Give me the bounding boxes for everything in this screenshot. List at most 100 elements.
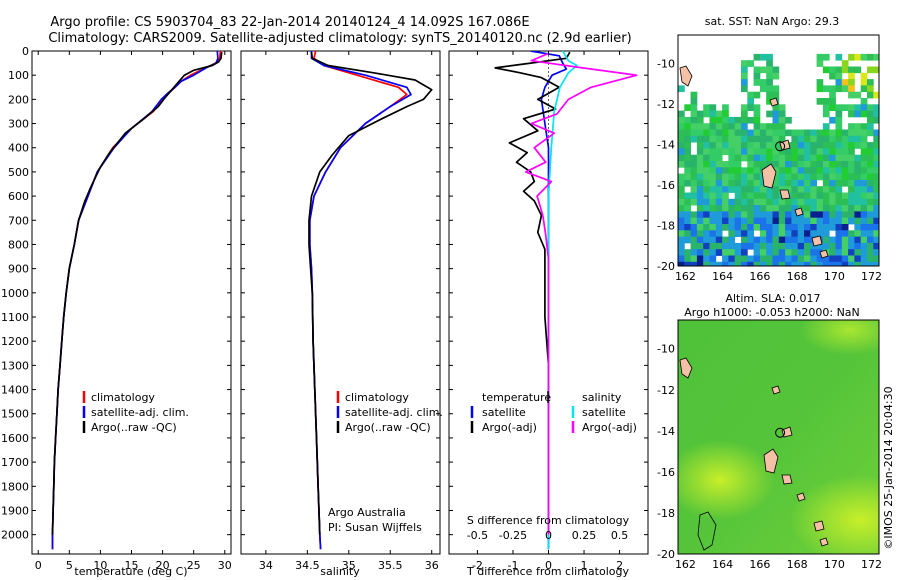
sst-cell <box>703 104 710 111</box>
sst-cell <box>848 79 855 86</box>
map-x-tick-label: 166 <box>749 270 770 283</box>
sst-cell <box>709 142 717 149</box>
sst-cell <box>741 123 748 130</box>
sst-cell <box>816 142 824 149</box>
sst-cell <box>778 205 786 212</box>
figure-title-line2: Climatology: CARS2009. Satellite-adjuste… <box>48 31 631 46</box>
sst-cell <box>873 224 879 231</box>
s-tick-label: -0.5 <box>467 529 488 542</box>
sst-cell <box>678 148 685 156</box>
sst-cell <box>741 261 748 266</box>
sst-cell <box>709 242 717 250</box>
island-malekula <box>779 189 791 200</box>
sst-cell <box>772 230 780 237</box>
sst-cell <box>829 85 836 93</box>
map-x-tick-label: 164 <box>712 558 733 571</box>
sst-cell <box>822 224 830 231</box>
sla-high-top <box>800 320 879 355</box>
sst-cell <box>785 161 792 168</box>
sst-cell <box>854 236 862 244</box>
sst-cell <box>873 211 879 219</box>
sst-cell <box>791 148 799 156</box>
sst-cell <box>829 104 836 111</box>
sst-cell <box>860 135 868 143</box>
sst-cell <box>791 198 799 206</box>
sst-cell <box>873 249 879 256</box>
sst-map-title: sat. SST: NaN Argo: 29.3 <box>705 15 839 28</box>
sst-cell <box>734 205 742 212</box>
sst-cell <box>835 205 843 212</box>
sst-cell <box>703 161 710 168</box>
sst-cell <box>873 198 879 206</box>
sst-cell <box>772 154 780 162</box>
sst-cell <box>822 211 830 219</box>
y-tick-label: 1600 <box>1 432 29 445</box>
sst-cell <box>684 142 691 149</box>
sst-cell <box>696 154 704 162</box>
sst-cell <box>822 53 830 61</box>
salinity-xlabel: salinity <box>320 565 360 578</box>
sst-cell <box>835 53 843 61</box>
sst-cell <box>715 236 723 244</box>
legend-label-climatology: climatology <box>91 391 155 404</box>
legend-label-satellite: satellite-adj. clim. <box>91 406 189 419</box>
sst-cell <box>848 53 855 61</box>
sst-cell <box>703 154 710 162</box>
sst-cell <box>709 148 717 156</box>
sst-cell <box>816 154 824 162</box>
sst-cell <box>766 230 773 237</box>
sst-cell <box>753 66 761 74</box>
sst-cell <box>860 85 868 93</box>
sst-cell <box>822 154 830 162</box>
sst-cell <box>873 205 879 212</box>
sst-cell <box>715 230 723 237</box>
sst-cell <box>747 236 754 244</box>
sst-cell <box>741 217 748 225</box>
sst-cell <box>684 129 691 137</box>
sst-cell <box>766 148 773 156</box>
sst-cell <box>854 123 862 130</box>
sst-cell <box>816 217 824 225</box>
sst-cell <box>810 167 817 174</box>
sst-cell <box>684 211 691 219</box>
sst-cell <box>791 242 799 250</box>
sst-cell <box>829 72 836 80</box>
sst-cell <box>690 135 698 143</box>
sst-cell <box>753 104 761 111</box>
sst-cell <box>734 192 742 200</box>
sst-cell <box>778 161 786 168</box>
sst-cell <box>860 110 868 118</box>
sst-cell <box>804 255 811 263</box>
sst-cell <box>867 167 874 174</box>
sst-cell <box>696 123 704 130</box>
sst-cell <box>785 167 792 174</box>
sst-cell <box>835 198 843 206</box>
sst-cell <box>759 192 767 200</box>
sst-cell <box>690 261 698 266</box>
figure-title-line1: Argo profile: CS 5903704_83 22-Jan-2014 … <box>50 15 529 30</box>
sst-cell <box>860 161 868 168</box>
legend-label-argo: Argo(..raw -QC) <box>345 421 431 434</box>
sst-cell <box>734 230 742 237</box>
sst-cell <box>816 173 824 181</box>
sst-cell <box>734 142 742 149</box>
sst-cell <box>747 104 754 111</box>
map-x-tick-label: 162 <box>675 270 696 283</box>
sst-cell <box>690 255 698 263</box>
sst-cell <box>715 224 723 231</box>
island-erromango <box>813 520 825 532</box>
sst-cell <box>715 173 723 181</box>
sst-cell <box>678 142 685 149</box>
sst-cell <box>791 161 799 168</box>
sst-cell <box>766 60 773 67</box>
sst-cell <box>766 72 773 80</box>
sst-cell <box>772 167 780 174</box>
sst-cell <box>766 211 773 219</box>
sst-cell <box>759 211 767 219</box>
sst-cell <box>753 242 761 250</box>
sst-cell <box>741 72 748 80</box>
sst-cell <box>741 135 748 143</box>
sst-cell <box>804 173 811 181</box>
sst-cell <box>747 148 754 156</box>
